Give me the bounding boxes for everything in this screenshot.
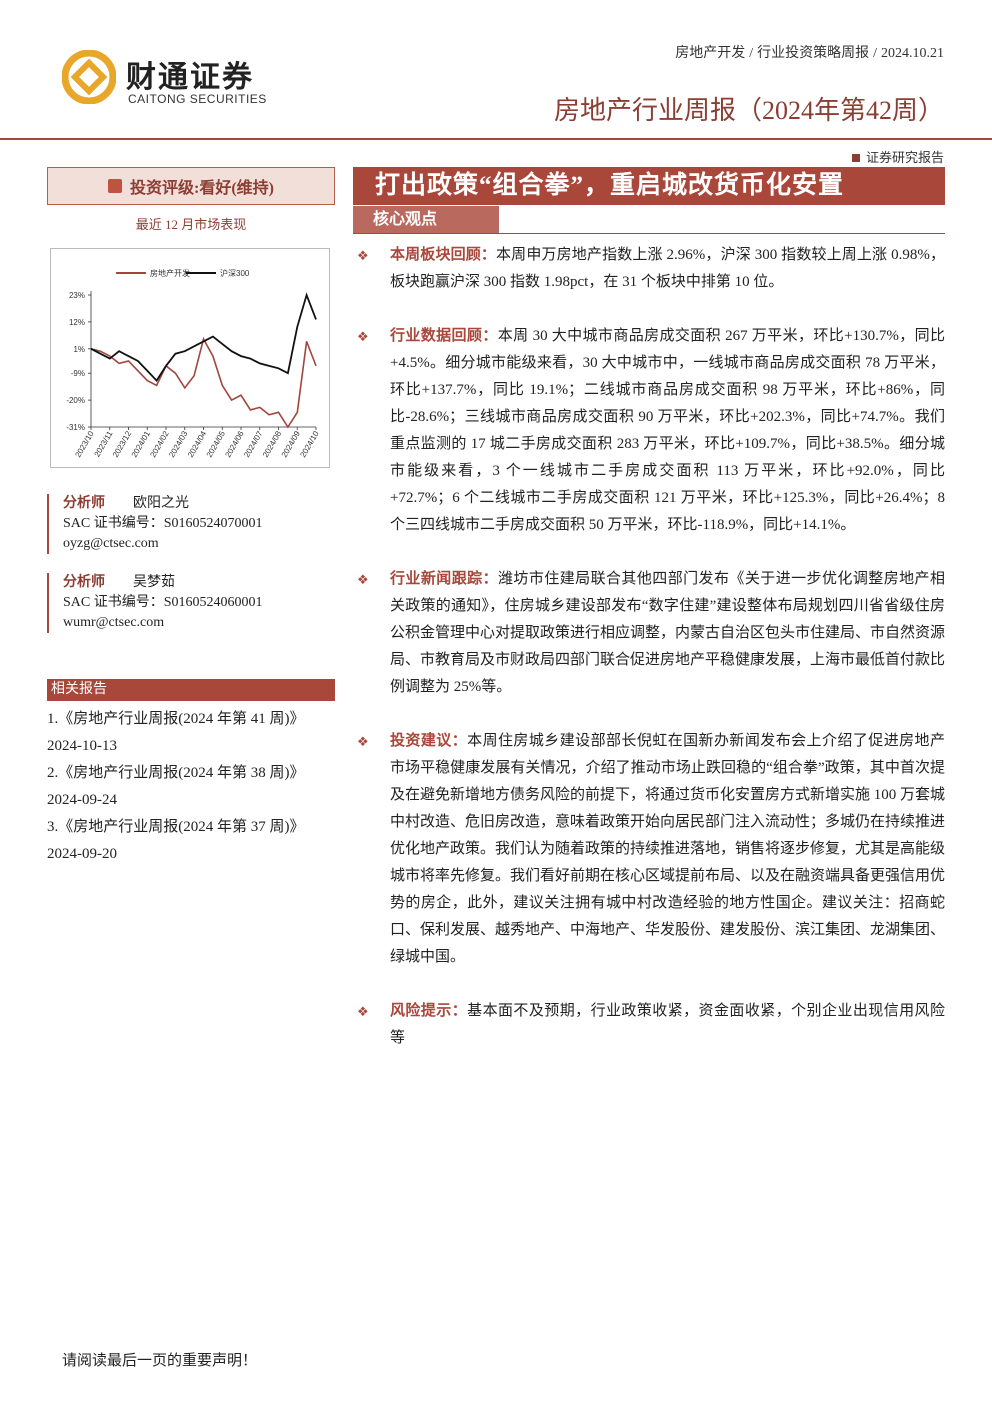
point: 本周板块回顾：本周申万房地产指数上涨 2.96%，沪深 300 指数较上周上涨 … (355, 242, 945, 296)
y-tick-label: 12% (69, 318, 85, 327)
crumb: 房地产开发 (675, 46, 746, 61)
crumb: 行业投资策略周报 (757, 46, 870, 61)
legend-label: 房地产开发 (150, 268, 190, 278)
logo-name: 财通证券 (126, 60, 254, 95)
related-date: 2024-10-13 (47, 738, 117, 754)
point-text: 潍坊市住建局联合其他四部门发布《关于进一步优化调整房地产相关政策的通知》，住房城… (390, 571, 946, 695)
footer-note: 请阅读最后一页的重要声明！ (62, 1353, 258, 1369)
point-text: 本周 30 大中城市商品房成交面积 267 万平米，环比+130.7%，同比+4… (390, 328, 945, 533)
y-tick-label: 23% (69, 291, 85, 300)
doc-title: 房地产行业周报（2024年第42周） (553, 96, 944, 125)
headline: 打出政策“组合拳”，重启城改货币化安置 (353, 167, 945, 205)
point-lead: 本周板块回顾： (390, 247, 497, 263)
analyst-email: oyzg@ctsec.com (63, 536, 159, 551)
related-title: 1.《房地产行业周报(2024 年第 41 周)》 (47, 711, 305, 727)
rating: 投资评级:看好(维持) (47, 167, 335, 205)
section-rule (353, 233, 945, 234)
analyst-role: 分析师 (63, 575, 105, 590)
legend-label: 沪深300 (220, 268, 250, 278)
related-heading: 相关报告 (47, 679, 335, 701)
chart-box: 23% 12% 1% -9% -20% -31% 2023/10 2023/11 2023/12… (50, 248, 330, 468)
crumb: 2024.10.21 (881, 46, 944, 61)
rating-icon (108, 179, 122, 193)
main-body: 本周板块回顾：本周申万房地产指数上涨 2.96%，沪深 300 指数较上周上涨 … (355, 242, 945, 1079)
analyst-cert: SAC 证书编号：S0160524060001 (63, 595, 263, 610)
related-title: 2.《房地产行业周报(2024 年第 38 周)》 (47, 765, 305, 781)
analyst-line: 分析师 欧阳之光 (63, 494, 335, 514)
logo-english: CAITONG SECURITIES (128, 92, 267, 106)
related-title: 3.《房地产行业周报(2024 年第 37 周)》 (47, 819, 305, 835)
header-rule (0, 138, 992, 140)
chart-caption: 最近 12 月市场表现 (135, 217, 247, 232)
analyst-role: 分析师 (63, 496, 105, 511)
analyst-name: 欧阳之光 (133, 496, 189, 511)
rating-text: 投资评级:看好(维持) (130, 180, 274, 197)
point: 行业新闻跟踪：潍坊市住建局联合其他四部门发布《关于进一步优化调整房地产相关政策的… (355, 566, 945, 701)
analyst: 分析师 欧阳之光 SAC 证书编号：S0160524070001 oyzg@cts… (47, 494, 335, 554)
related-date: 2024-09-24 (47, 792, 117, 808)
point-lead: 行业数据回顾： (390, 328, 498, 344)
point-text: 本周申万房地产指数上涨 2.96%，沪深 300 指数较上周上涨 0.98%，板… (390, 247, 945, 290)
point: 投资建议：本周住房城乡建设部部长倪虹在国新办新闻发布会上介绍了促进房地产市场平稳… (355, 728, 945, 971)
point-lead: 投资建议： (390, 733, 468, 749)
chart: 23%12%1%-9%-20%-31%2023/102023/112023/12… (66, 268, 321, 459)
logo-mark (62, 50, 116, 104)
analyst-line: 分析师 吴梦茹 (63, 573, 335, 593)
point: 行业数据回顾：本周 30 大中城市商品房成交面积 267 万平米，环比+130.… (355, 323, 945, 539)
point-lead: 行业新闻跟踪： (390, 571, 498, 587)
point: 风险提示：基本面不及预期，行业政策收紧，资金面收紧，个别企业出现信用风险等 (355, 998, 945, 1052)
point-text: 本周住房城乡建设部部长倪虹在国新办新闻发布会上介绍了促进房地产市场平稳健康发展有… (390, 733, 946, 965)
related-date: 2024-09-20 (47, 846, 117, 862)
section-tab: 核心观点 (353, 206, 499, 234)
analyst-name: 吴梦茹 (133, 575, 175, 590)
y-tick-label: 1% (73, 345, 85, 354)
analyst-cert: SAC 证书编号：S0160524070001 (63, 516, 263, 531)
breadcrumb: 房地产开发 / 行业投资策略周报/2024.10.21 (675, 46, 944, 61)
series-line (90, 292, 317, 383)
y-tick-label: -31% (66, 423, 85, 432)
report-tag: 证券研究报告 (852, 147, 944, 166)
analyst-email: wumr@ctsec.com (63, 615, 165, 630)
related-list: 1.《房地产行业周报(2024 年第 41 周)》 2024-10-13 2.《… (47, 706, 347, 868)
point-text: 基本面不及预期，行业政策收紧，资金面收紧，个别企业出现信用风险等 (390, 1003, 945, 1046)
x-tick-label: 2024/10 (298, 429, 321, 459)
y-tick-label: -9% (71, 369, 85, 378)
y-tick-label: -20% (66, 396, 85, 405)
point-lead: 风险提示： (390, 1003, 468, 1019)
series-line (90, 336, 317, 429)
analyst: 分析师 吴梦茹 SAC 证书编号：S0160524060001 wumr@ctse… (47, 573, 335, 633)
